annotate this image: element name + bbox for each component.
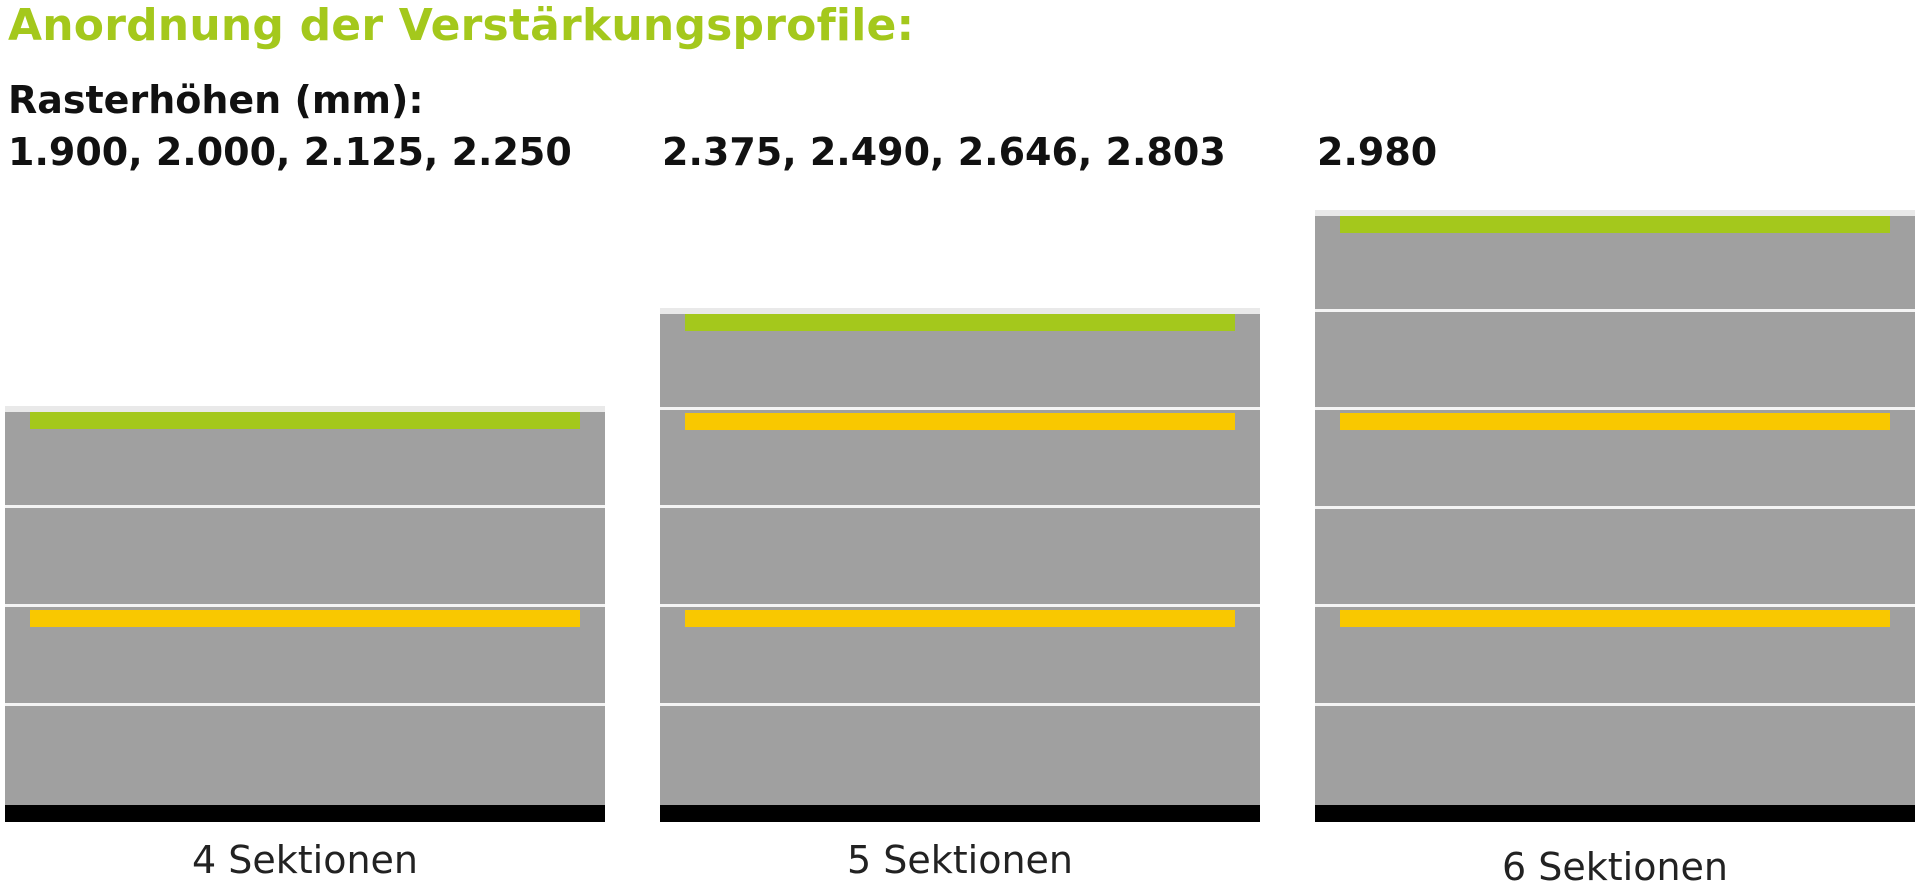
section-divider: [1315, 309, 1915, 312]
door-top-cap: [660, 308, 1260, 314]
middle-reinforcement-profile: [1340, 610, 1890, 627]
section-divider: [5, 703, 605, 706]
door-1-heights: 1.900, 2.000, 2.125, 2.250: [8, 130, 572, 174]
door-diagram-5-sections: [660, 308, 1260, 822]
door-diagram-4-sections: [5, 406, 605, 822]
section-divider: [5, 604, 605, 607]
caption-6-sections: 6 Sektionen: [1501, 845, 1728, 889]
middle-reinforcement-profile: [685, 413, 1235, 430]
section-divider: [660, 407, 1260, 410]
page-title: Anordnung der Verstärkungsprofile:: [8, 0, 915, 51]
section-divider: [660, 703, 1260, 706]
caption-5-sections: 5 Sektionen: [846, 838, 1073, 882]
section-divider: [1315, 703, 1915, 706]
caption-4-sections: 4 Sektionen: [191, 838, 418, 882]
top-reinforcement-profile: [1340, 216, 1890, 233]
top-reinforcement-profile: [30, 412, 580, 429]
door-top-cap: [5, 406, 605, 412]
section-divider: [660, 604, 1260, 607]
bottom-seal: [5, 805, 605, 822]
section-divider: [660, 505, 1260, 508]
section-divider: [5, 505, 605, 508]
section-divider: [1315, 506, 1915, 509]
door-2-heights: 2.375, 2.490, 2.646, 2.803: [662, 130, 1226, 174]
door-diagram-6-sections: [1315, 210, 1915, 822]
grid-heights-label: Rasterhöhen (mm):: [8, 78, 424, 122]
door-3-heights: 2.980: [1317, 130, 1438, 174]
top-reinforcement-profile: [685, 314, 1235, 331]
bottom-seal: [660, 805, 1260, 822]
bottom-seal: [1315, 805, 1915, 822]
middle-reinforcement-profile: [1340, 413, 1890, 430]
section-divider: [1315, 604, 1915, 607]
middle-reinforcement-profile: [685, 610, 1235, 627]
door-top-cap: [1315, 210, 1915, 216]
middle-reinforcement-profile: [30, 610, 580, 627]
section-divider: [1315, 407, 1915, 410]
